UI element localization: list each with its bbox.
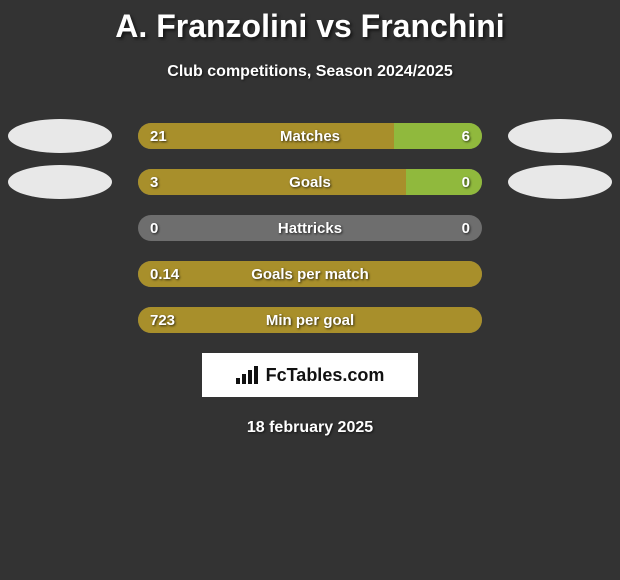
stat-row: 216Matches — [0, 123, 620, 149]
stat-bar: 216Matches — [138, 123, 482, 149]
page-title: A. Franzolini vs Franchini — [0, 8, 620, 45]
stat-row: 30Goals — [0, 169, 620, 195]
stat-bar: 0.14Goals per match — [138, 261, 482, 287]
stat-label: Min per goal — [138, 307, 482, 333]
logo-text: FcTables.com — [266, 365, 385, 386]
stat-bar: 723Min per goal — [138, 307, 482, 333]
stat-row: 00Hattricks — [0, 215, 620, 241]
player-club-badge-right — [508, 119, 612, 153]
bar-chart-icon — [236, 366, 260, 384]
stat-label: Goals — [138, 169, 482, 195]
stat-label: Hattricks — [138, 215, 482, 241]
player-club-badge-right — [508, 165, 612, 199]
comparison-card: A. Franzolini vs Franchini Club competit… — [0, 0, 620, 437]
stat-bar: 00Hattricks — [138, 215, 482, 241]
stat-bar: 30Goals — [138, 169, 482, 195]
stats-rows: 216Matches 30Goals 00Hattricks 0.14Goals pe… — [0, 123, 620, 333]
stat-row: 0.14Goals per match — [0, 261, 620, 287]
stat-row: 723Min per goal — [0, 307, 620, 333]
logo-box[interactable]: FcTables.com — [202, 353, 418, 397]
stat-label: Goals per match — [138, 261, 482, 287]
date: 18 february 2025 — [0, 419, 620, 437]
stat-label: Matches — [138, 123, 482, 149]
subtitle: Club competitions, Season 2024/2025 — [0, 63, 620, 81]
player-club-badge-left — [8, 119, 112, 153]
player-club-badge-left — [8, 165, 112, 199]
logo: FcTables.com — [236, 365, 385, 386]
